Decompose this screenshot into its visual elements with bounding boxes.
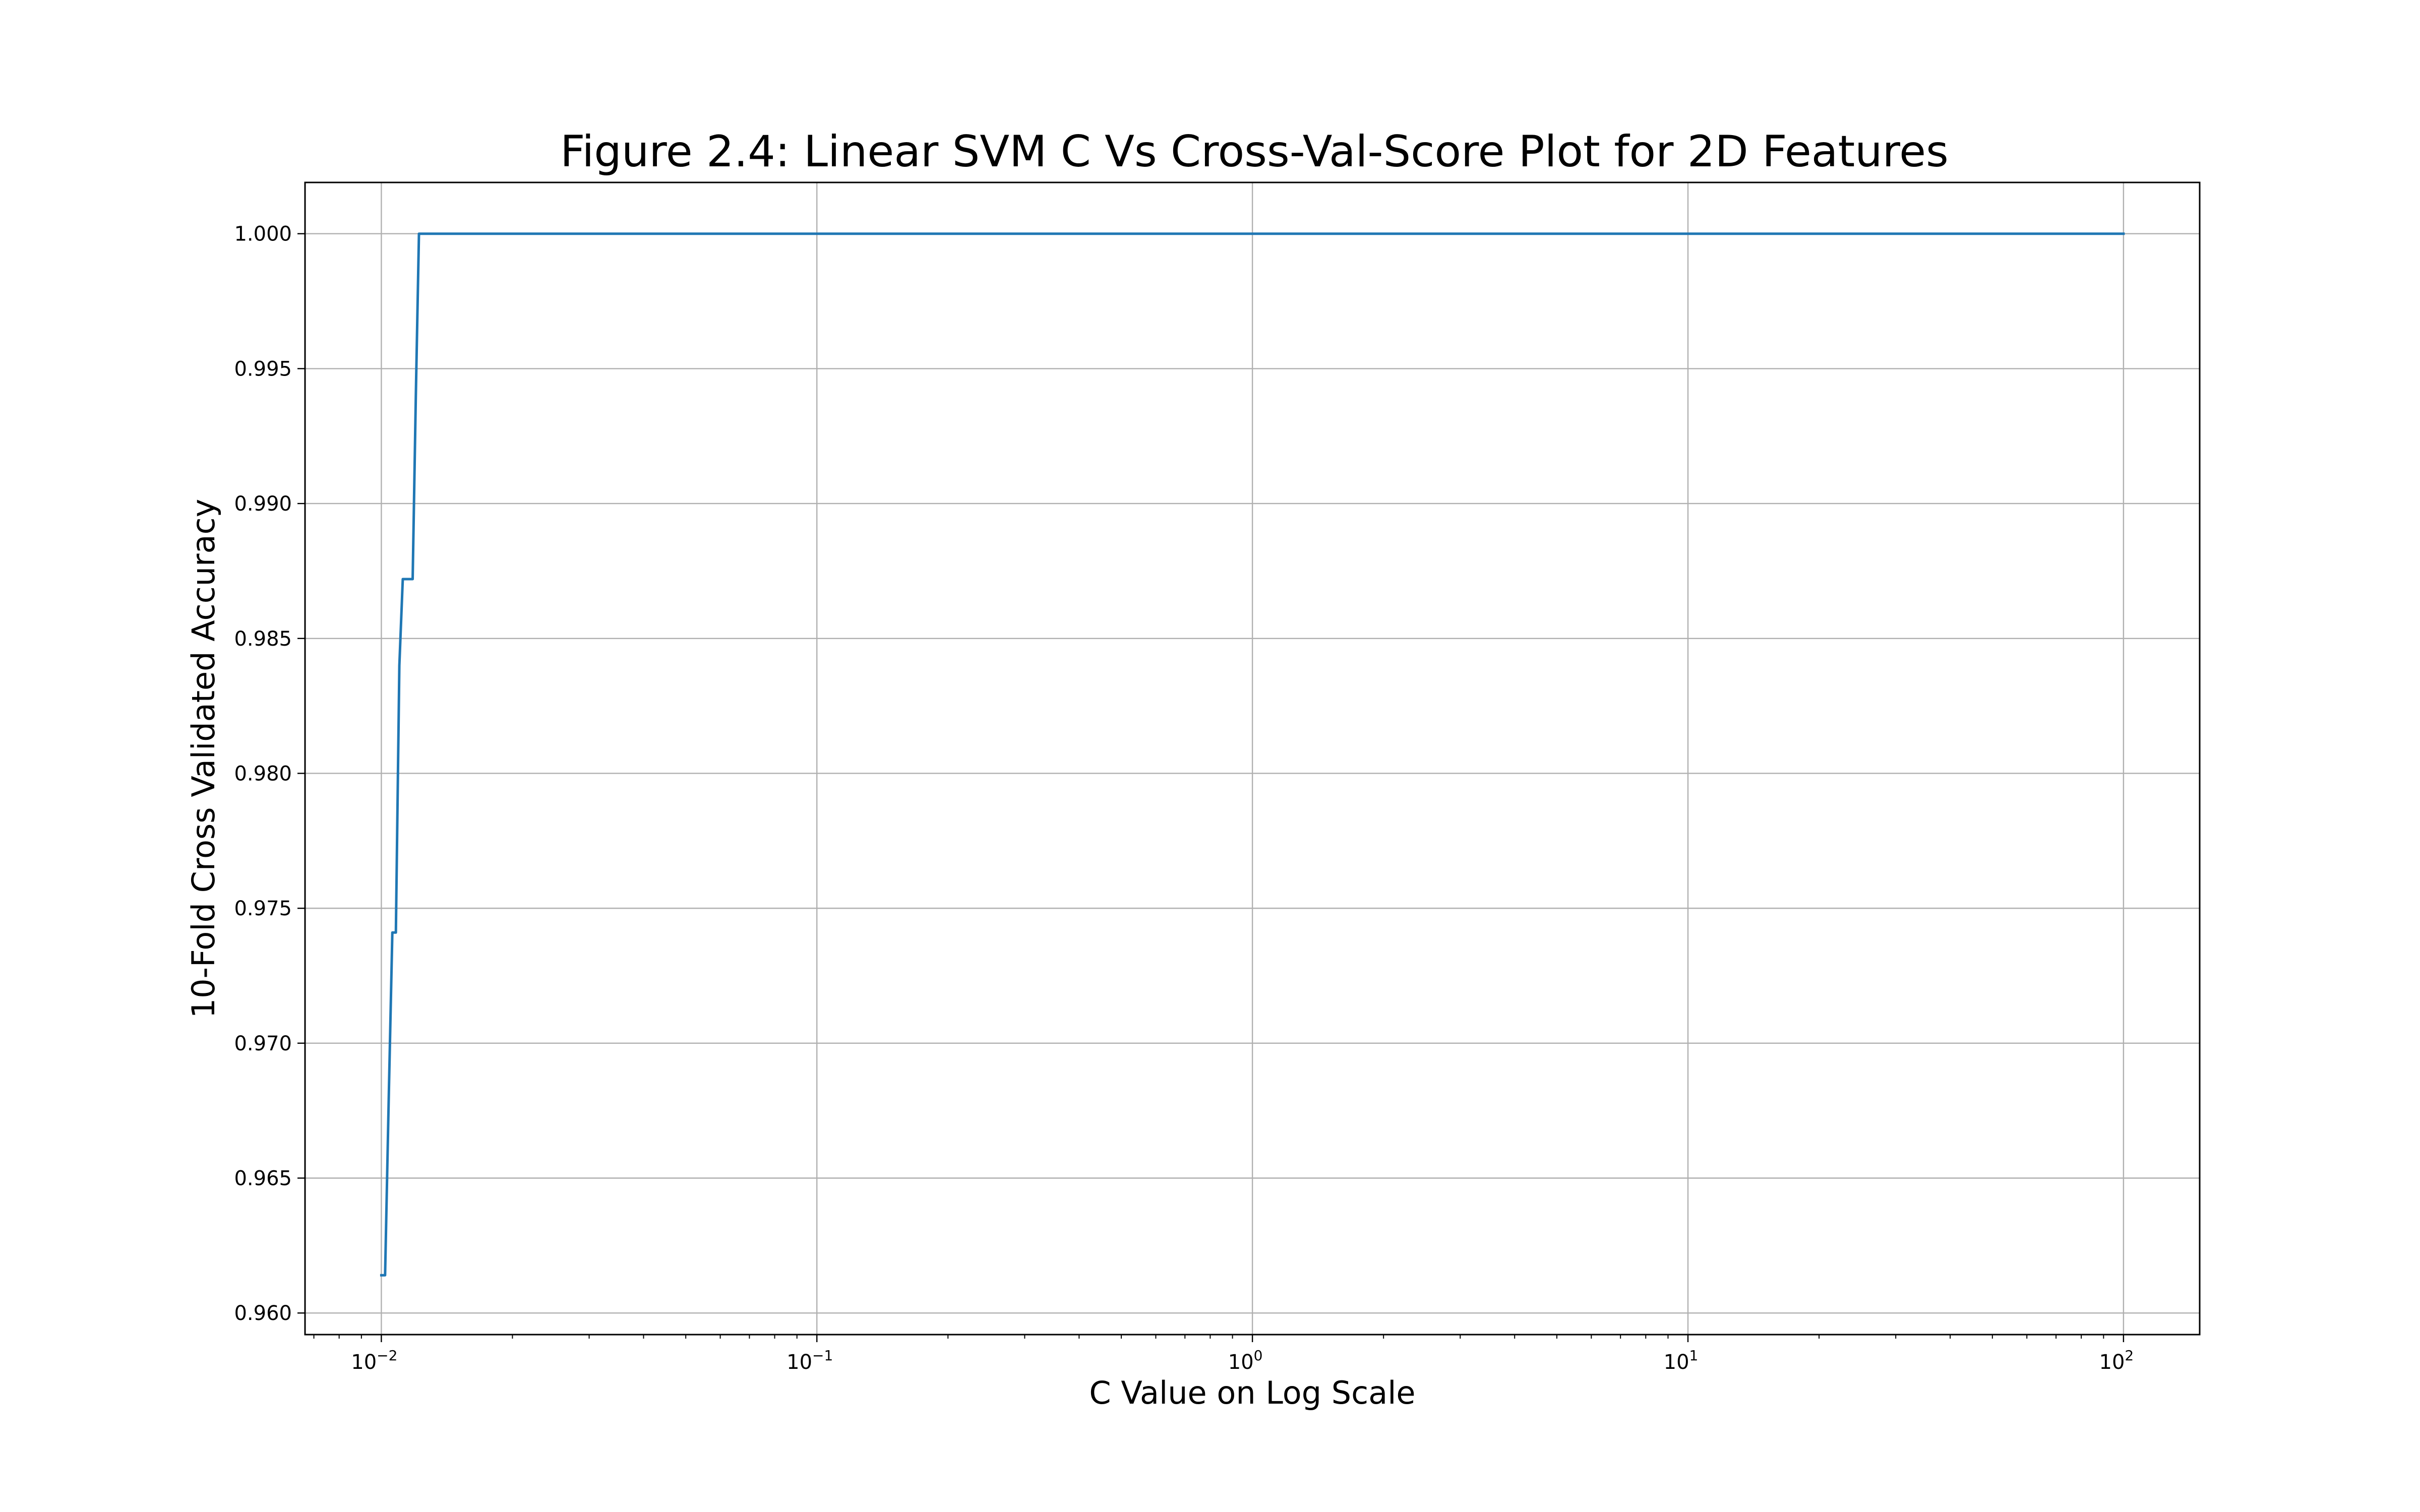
x-axis-label: C Value on Log Scale bbox=[1089, 1374, 1415, 1411]
x-axis: 10−2 10−1 100 101 102 bbox=[313, 1335, 2134, 1374]
x-tick-label-base: 10 bbox=[1664, 1351, 1689, 1374]
x-tick-label-base: 10 bbox=[1228, 1351, 1254, 1374]
x-tick-label-exponent: 0 bbox=[1254, 1347, 1263, 1364]
x-tick-label-base: 10 bbox=[2099, 1351, 2125, 1374]
y-tick-label: 0.990 bbox=[234, 492, 292, 516]
x-tick-label: 10−1 bbox=[786, 1347, 833, 1374]
y-tick-label: 0.985 bbox=[234, 627, 292, 651]
y-tick-label: 0.975 bbox=[234, 897, 292, 920]
x-tick-label: 10−2 bbox=[351, 1347, 397, 1374]
y-axis: 0.960 0.965 0.970 0.975 0.980 0.985 0.990 0.995… bbox=[234, 223, 305, 1325]
x-tick-label-exponent: −2 bbox=[377, 1347, 397, 1364]
x-tick-label-exponent: 1 bbox=[1689, 1347, 1699, 1364]
x-tick-label: 100 bbox=[1228, 1347, 1263, 1374]
x-tick-label-base: 10 bbox=[351, 1351, 377, 1374]
y-tick-label: 1.000 bbox=[234, 223, 292, 246]
x-tick-label: 102 bbox=[2099, 1347, 2134, 1374]
x-tick-label-exponent: 2 bbox=[2125, 1347, 2134, 1364]
y-axis-label: 10-Fold Cross Validated Accuracy bbox=[185, 499, 222, 1019]
chart-title: Figure 2.4: Linear SVM C Vs Cross-Val-Sc… bbox=[560, 127, 1949, 177]
x-tick-label-base: 10 bbox=[786, 1351, 812, 1374]
series-line bbox=[380, 232, 2125, 1277]
y-tick-label: 0.965 bbox=[234, 1167, 292, 1190]
x-tick-label: 101 bbox=[1664, 1347, 1699, 1374]
y-tick-label: 0.980 bbox=[234, 762, 292, 785]
y-tick-label: 0.960 bbox=[234, 1302, 292, 1325]
data-series bbox=[380, 232, 2125, 1277]
y-tick-label: 0.995 bbox=[234, 357, 292, 381]
y-tick-label: 0.970 bbox=[234, 1032, 292, 1055]
grid-lines bbox=[305, 182, 2200, 1335]
x-tick-label-exponent: −1 bbox=[812, 1347, 833, 1364]
